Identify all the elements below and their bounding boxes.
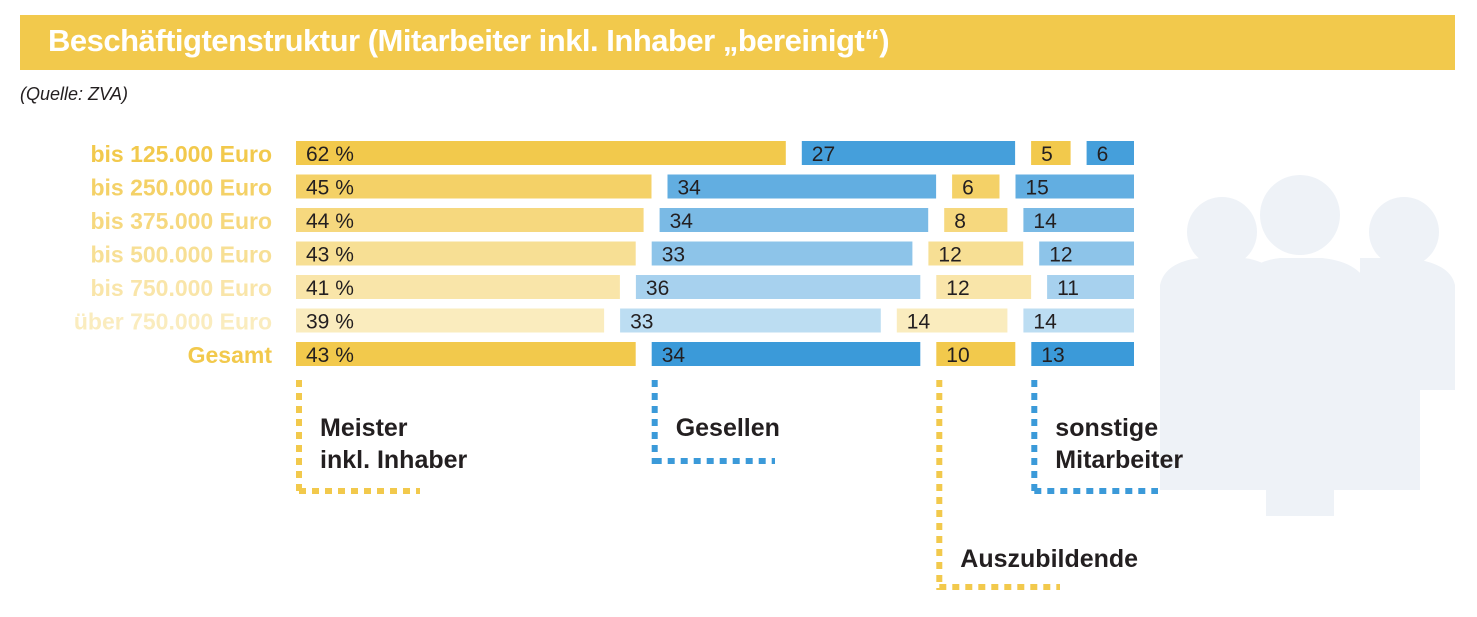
category-label: bis 500.000 Euro	[90, 242, 272, 268]
bar-segment	[1015, 174, 1134, 199]
bar-segment	[801, 141, 1016, 165]
bar-segment	[296, 208, 644, 232]
legend-sonstige: sonstige	[1055, 414, 1158, 442]
bar-segment	[896, 308, 1008, 333]
data-label: 12	[1049, 244, 1072, 267]
bar-segment	[620, 308, 881, 333]
bar-segment	[1086, 141, 1134, 165]
bar-segment	[928, 241, 1024, 266]
data-label: 33	[630, 311, 653, 334]
bar-segment	[296, 241, 636, 266]
bar-segment	[296, 308, 605, 333]
data-label: 34	[678, 177, 702, 200]
bar-segment	[296, 275, 620, 299]
category-label: bis 250.000 Euro	[90, 175, 272, 201]
data-label: 15	[1026, 177, 1049, 200]
source-note: (Quelle: ZVA)	[20, 84, 129, 104]
bar-segment	[651, 342, 921, 366]
legend-meister: Meister	[320, 414, 408, 442]
bar-segment	[296, 174, 652, 199]
data-label: 34	[670, 210, 694, 233]
data-label: 33	[662, 244, 685, 267]
category-label: bis 125.000 Euro	[90, 141, 272, 167]
data-label: 43 %	[306, 244, 354, 267]
bar-segment	[651, 241, 913, 266]
category-label: bis 750.000 Euro	[90, 275, 272, 301]
data-label: 11	[1057, 277, 1079, 300]
bar-segment	[296, 342, 636, 366]
data-label: 13	[1041, 344, 1064, 367]
legend: Meister inkl. Inhaber Gesellen Auszubildend…	[296, 380, 1183, 590]
bar-segment	[944, 208, 1008, 232]
bar-segment	[1047, 275, 1134, 299]
bar-segment	[1031, 141, 1071, 165]
data-label: 14	[1033, 210, 1057, 233]
bar-rows: bis 125.000 Euro 62 % 27 5 6 bis 250.000 Euro…	[74, 141, 1134, 368]
people-silhouette-icon	[1160, 175, 1455, 516]
bar-segment	[1023, 308, 1134, 333]
data-label: 12	[938, 244, 961, 267]
data-label: 5	[1041, 143, 1053, 166]
data-label: 10	[946, 344, 969, 367]
category-label: Gesamt	[188, 342, 273, 368]
legend-gesellen: Gesellen	[676, 414, 780, 442]
data-label: 12	[946, 277, 969, 300]
title-bar: Beschäftigtenstruktur (Mitarbeiter inkl.…	[20, 15, 1455, 70]
data-label: 34	[662, 344, 686, 367]
data-label: 41 %	[306, 277, 354, 300]
data-label: 45 %	[306, 177, 354, 200]
data-label: 8	[954, 210, 966, 233]
legend-auszubildende: Auszubildende	[960, 545, 1138, 573]
bar-segment	[667, 174, 937, 199]
bar-segment	[635, 275, 921, 299]
data-label: 39 %	[306, 311, 354, 334]
data-label: 6	[962, 177, 974, 200]
data-label: 14	[1033, 311, 1057, 334]
data-label: 14	[907, 311, 931, 334]
bar-segment	[1031, 342, 1134, 366]
chart-title: Beschäftigtenstruktur (Mitarbeiter inkl.…	[48, 23, 890, 58]
bar-segment	[952, 174, 1000, 199]
data-label: 62 %	[306, 143, 354, 166]
bar-segment	[936, 342, 1016, 366]
bar-segment	[1023, 208, 1134, 232]
data-label: 36	[646, 277, 669, 300]
bar-segment	[296, 141, 786, 165]
data-label: 43 %	[306, 344, 354, 367]
data-label: 27	[812, 143, 835, 166]
legend-sonstige: Mitarbeiter	[1055, 446, 1183, 474]
bar-segment	[1039, 241, 1134, 266]
category-label: über 750.000 Euro	[74, 309, 272, 335]
legend-meister: inkl. Inhaber	[320, 446, 468, 474]
category-label: bis 375.000 Euro	[90, 208, 272, 234]
bar-segment	[936, 275, 1032, 299]
bar-segment	[659, 208, 929, 232]
data-label: 6	[1097, 143, 1109, 166]
data-label: 44 %	[306, 210, 354, 233]
